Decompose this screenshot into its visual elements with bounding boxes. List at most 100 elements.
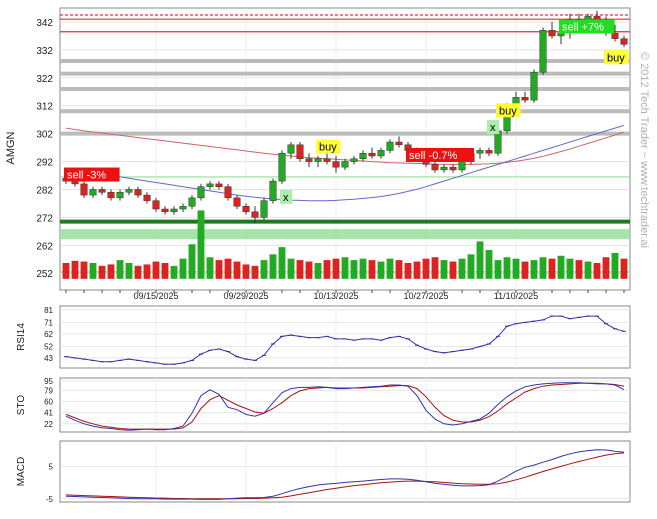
volume-bar (215, 260, 223, 279)
signal-label: sell -3% (67, 170, 106, 182)
sma-mid-line (66, 124, 625, 202)
panel-tick-label: 79 (44, 386, 53, 395)
volume-bar (449, 261, 457, 279)
price-tick-label: 252 (36, 269, 53, 280)
volume-bar (422, 258, 430, 279)
candle-body (323, 158, 331, 162)
candle-body (431, 164, 439, 171)
candle-body (143, 194, 151, 201)
candle-body (134, 189, 142, 196)
candle-body (242, 205, 250, 213)
candle-body (161, 208, 169, 213)
signal-label: x (283, 192, 289, 204)
candle-body (98, 189, 106, 193)
volume-bar (323, 260, 331, 279)
volume-bar (377, 261, 385, 279)
candle-body (377, 150, 385, 157)
signal-box (496, 103, 521, 118)
price-tick-label: 342 (36, 18, 53, 29)
price-tick-label: 282 (36, 185, 53, 196)
volume-bar (359, 258, 367, 279)
date-tick-label: 10/27/2025 (403, 291, 448, 301)
volume-bars (62, 210, 628, 279)
volume-bar (107, 264, 115, 279)
volume-bar (521, 261, 529, 279)
volume-bar (575, 260, 583, 279)
signal-box (280, 189, 293, 204)
price-tick-label: 272 (36, 213, 53, 224)
candle-body (494, 130, 502, 154)
volume-bar (80, 261, 88, 279)
candle-body (152, 200, 160, 210)
volume-bar (332, 258, 340, 279)
panel-tick-label: 5 (49, 463, 54, 472)
volume-bar (206, 257, 214, 279)
volume-bar (188, 244, 196, 279)
date-tick-label: 09/29/2025 (223, 291, 268, 301)
volume-bar (440, 260, 448, 279)
volume-bar (341, 257, 349, 279)
candle-body (359, 152, 367, 160)
volume-bar (161, 262, 169, 279)
candle-body (539, 30, 547, 73)
signal-box (559, 19, 615, 34)
panel-tick-label: 71 (44, 318, 53, 327)
panel-tick-label: 41 (44, 409, 53, 418)
candle-body (224, 186, 232, 199)
panel-tick-label: 22 (44, 420, 53, 429)
volume-bar (368, 260, 376, 279)
candle-body (485, 150, 493, 154)
price-tick-label: 332 (36, 46, 53, 57)
candle-body (521, 97, 529, 101)
macd-signal-line (65, 452, 625, 500)
volume-bar (467, 254, 475, 279)
volume-bar (116, 260, 124, 279)
candle-body (107, 192, 115, 199)
price-tick-label: 312 (36, 102, 53, 113)
signal-box (316, 139, 341, 154)
volume-bar (539, 257, 547, 279)
date-tick-label: 10/13/2025 (313, 291, 358, 301)
panel-tick-label: 62 (44, 330, 53, 339)
volume-bar (296, 260, 304, 279)
candle-body (170, 208, 178, 213)
price-tick-label: 292 (36, 158, 53, 169)
volume-bar (170, 265, 178, 279)
signal-label: buy (607, 52, 625, 64)
volume-bar (584, 261, 592, 279)
candle-body (278, 152, 286, 182)
price-axis: 252 262 272 282 292 302 312 322 332 342 (36, 18, 53, 280)
panel-label: STO (16, 395, 27, 416)
candle-body (350, 158, 358, 162)
candle-body (125, 189, 133, 193)
candle-body (341, 161, 349, 168)
volume-bar (197, 210, 205, 279)
date-axis: 09/15/2025 09/29/2025 10/13/2025 10/27/2025… (65, 290, 625, 301)
volume-bar (134, 265, 142, 279)
signal-label: buy (499, 105, 517, 117)
volume-bar (71, 260, 79, 279)
price-tick-label: 302 (36, 130, 53, 141)
panel-label: RSI14 (16, 323, 27, 351)
candle-body (314, 158, 322, 162)
panel-tick-label: 60 (44, 397, 53, 406)
volume-bar (485, 250, 493, 279)
volume-bar (143, 264, 151, 279)
candle-body (557, 32, 565, 37)
candle-body (530, 71, 538, 101)
candle-body (251, 211, 259, 218)
volume-bar (494, 260, 502, 279)
volume-bar (530, 260, 538, 279)
candle-body (548, 30, 556, 37)
candle-body (395, 141, 403, 146)
volume-bar (512, 258, 520, 279)
volume-bar (458, 258, 466, 279)
panel-tick-label: 81 (44, 306, 53, 315)
signal-box (406, 147, 474, 162)
signal-label: buy (319, 142, 337, 154)
candle-body (305, 158, 313, 162)
volume-bar (62, 262, 70, 279)
candle-body (80, 183, 88, 196)
